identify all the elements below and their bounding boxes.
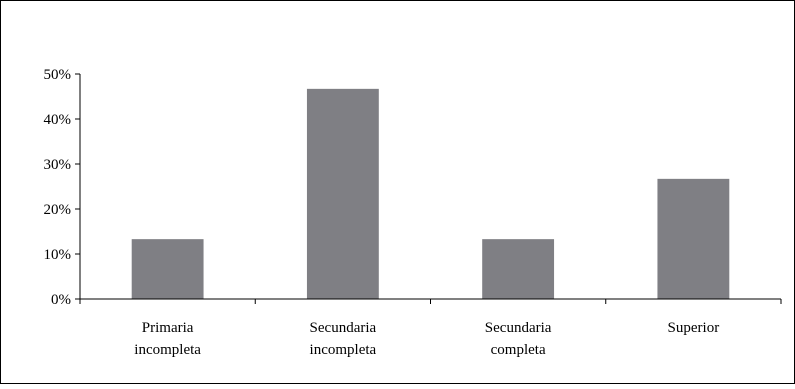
x-tick-label: Primaria	[142, 320, 194, 336]
x-tick-label: incompleta	[134, 342, 201, 358]
y-tick-label: 40%	[44, 112, 72, 128]
x-tick-label: completa	[491, 342, 546, 358]
x-tick-label: Secundaria	[310, 320, 377, 336]
y-tick-label: 50%	[44, 67, 72, 83]
bar	[657, 178, 730, 299]
y-tick-label: 30%	[44, 157, 72, 173]
x-tick-label: incompleta	[310, 342, 377, 358]
bar	[306, 88, 379, 299]
y-tick-label: 10%	[44, 247, 72, 263]
bar	[482, 239, 555, 299]
x-tick-label: Superior	[668, 320, 720, 336]
y-tick-label: 20%	[44, 202, 72, 218]
bar	[131, 239, 204, 299]
x-tick-label: Secundaria	[485, 320, 552, 336]
y-tick-label: 0%	[51, 292, 71, 308]
